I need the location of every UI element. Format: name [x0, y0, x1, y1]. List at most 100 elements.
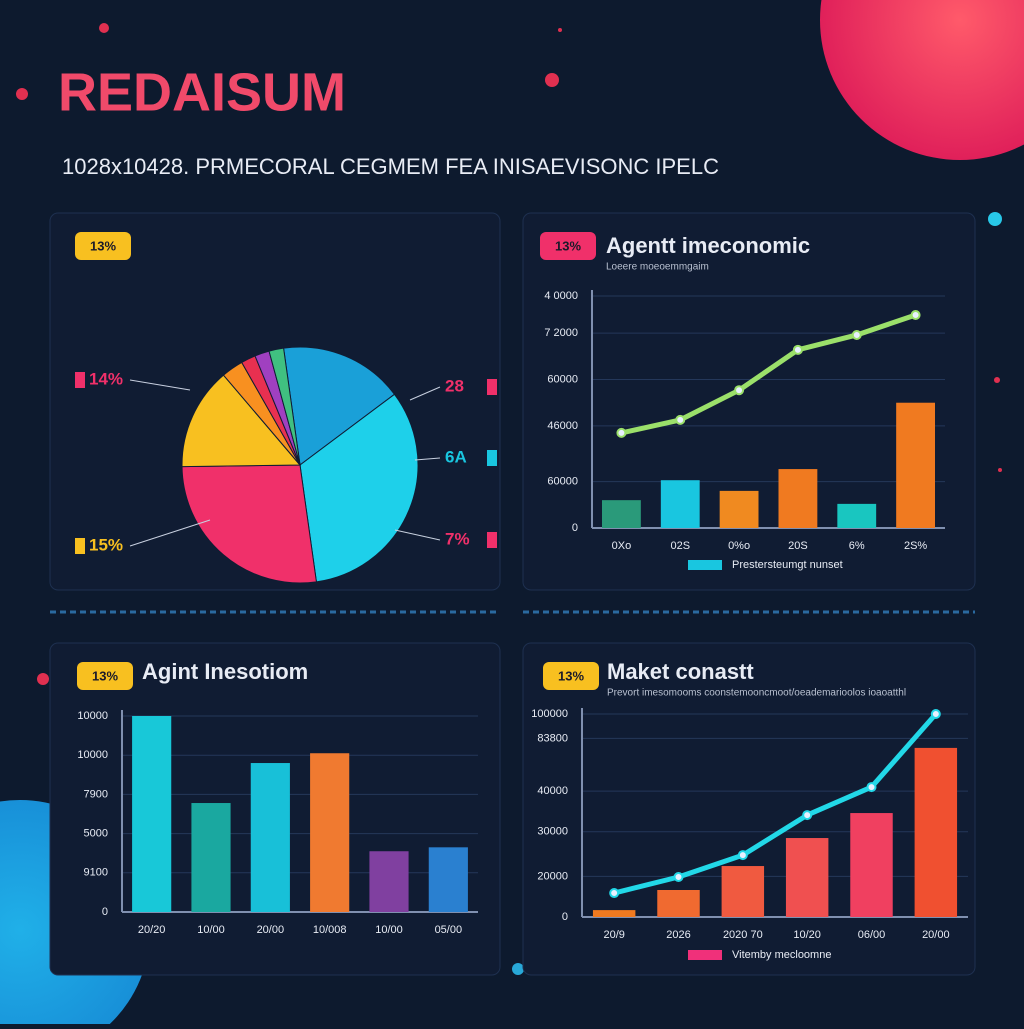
y-tick-label: 100000	[531, 708, 568, 720]
line-point	[792, 344, 803, 355]
legend-label: Vitemby mecloomne	[732, 949, 831, 961]
pie-slice	[181, 374, 302, 468]
x-tick-label: 10/008	[313, 924, 347, 936]
line-point	[910, 310, 921, 321]
bar	[850, 813, 893, 917]
line-point	[734, 385, 745, 396]
decor-dot	[988, 212, 1002, 226]
annotation: 28	[445, 376, 464, 395]
pie-slice	[268, 347, 301, 466]
decor-dots	[16, 23, 1002, 685]
chart-subtitle: Loeere moeoemmgaim	[606, 262, 709, 273]
chart-title: Agint Inesotiom	[142, 659, 308, 684]
bar	[657, 890, 700, 917]
bar	[660, 480, 700, 528]
leader-line	[409, 386, 441, 401]
y-tick-label: 0	[572, 522, 578, 534]
bar	[132, 716, 172, 912]
x-tick-label: 20/20	[138, 924, 166, 936]
bar	[250, 763, 290, 912]
y-tick-label: 40000	[537, 785, 568, 797]
bar	[914, 747, 958, 917]
pie-slice	[283, 346, 396, 466]
x-tick-label: 05/00	[435, 924, 463, 936]
x-tick-label: 20S	[788, 540, 808, 552]
x-tick-label: 20/00	[922, 929, 950, 941]
pie-slice	[299, 393, 419, 583]
badge	[540, 232, 596, 260]
y-tick-label: 10000	[77, 749, 108, 761]
annotation-chip	[75, 538, 85, 554]
x-tick-label: 10/20	[793, 929, 821, 941]
decor-circle	[820, 0, 1024, 160]
bar	[310, 753, 350, 912]
bar	[191, 803, 231, 912]
bar	[896, 402, 935, 528]
line-point	[866, 782, 877, 793]
legend-swatch	[688, 560, 722, 570]
x-tick-label: 6%	[849, 540, 865, 552]
bar	[592, 910, 636, 917]
annotation-chip	[487, 450, 497, 466]
y-tick-label: 60000	[547, 476, 578, 488]
bar	[837, 503, 877, 528]
line-point	[737, 850, 748, 861]
x-tick-label: 10/00	[375, 924, 403, 936]
bar	[428, 847, 468, 912]
line-point	[930, 709, 941, 719]
chart-subtitle: Prevort imesomooms coonstemooncmoot/oead…	[607, 688, 906, 699]
leader-line	[394, 529, 441, 541]
x-tick-label: 2S%	[904, 540, 927, 552]
line-point	[675, 414, 686, 425]
line	[620, 312, 917, 436]
badge	[77, 662, 133, 690]
leader-line	[414, 457, 441, 461]
line-point	[802, 810, 813, 821]
bar	[602, 500, 641, 528]
annotation-chip	[75, 372, 85, 388]
line-point	[609, 888, 620, 899]
x-tick-label: 2020 70	[723, 929, 763, 941]
bar	[719, 490, 759, 528]
annotation: 15%	[89, 535, 123, 554]
badge	[75, 232, 131, 260]
leader-line	[129, 519, 211, 547]
pie-slice	[181, 464, 317, 584]
x-tick-label: 02S	[670, 540, 690, 552]
page-title: REDAISUM	[58, 62, 346, 122]
annotation-chip	[487, 379, 497, 395]
chart-title: Agentt imeconomic	[606, 233, 810, 258]
badge-label: 13%	[92, 668, 118, 683]
decor-dot	[512, 963, 524, 975]
y-tick-label: 0	[562, 911, 568, 923]
bar	[785, 838, 829, 917]
y-tick-label: 10000	[77, 710, 108, 722]
x-tick-label: 10/00	[197, 924, 225, 936]
y-tick-label: 83800	[537, 732, 568, 744]
badge-label: 13%	[558, 668, 584, 683]
y-tick-label: 7900	[84, 788, 108, 800]
y-tick-label: 20000	[537, 870, 568, 882]
y-tick-label: 30000	[537, 826, 568, 838]
y-tick-label: 7 2000	[544, 327, 578, 339]
line-point	[673, 872, 684, 883]
annotation: 6A	[445, 447, 467, 466]
x-tick-label: 2026	[666, 929, 690, 941]
y-tick-label: 46000	[547, 420, 578, 432]
x-tick-label: 06/00	[858, 929, 886, 941]
x-tick-label: 20/00	[257, 924, 285, 936]
annotation-chip	[487, 532, 497, 548]
line-point	[616, 427, 627, 438]
page-subtitle: 1028x10428. PRMECORAL CEGMEM FEA INISAEV…	[62, 154, 719, 179]
y-tick-label: 5000	[84, 828, 108, 840]
leader-line	[129, 379, 191, 391]
line	[613, 712, 938, 896]
y-tick-label: 0	[102, 906, 108, 918]
panels	[49, 212, 976, 976]
line-point	[851, 329, 862, 340]
bar	[778, 469, 818, 528]
y-tick-label: 9100	[84, 867, 108, 879]
x-tick-label: 0Xo	[612, 540, 632, 552]
annotation: 7%	[445, 529, 470, 548]
bar	[721, 866, 765, 917]
